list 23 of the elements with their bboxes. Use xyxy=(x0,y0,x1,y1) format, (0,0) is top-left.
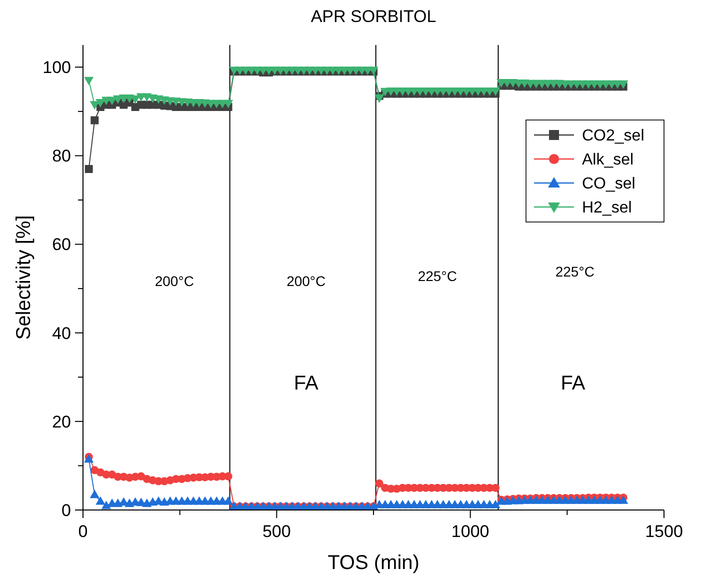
legend-label: Alk_sel xyxy=(582,152,634,169)
y-tick-label: 0 xyxy=(62,500,71,520)
annotation: FA xyxy=(560,372,586,395)
legend-label: CO_sel xyxy=(582,176,636,193)
annotation: 225°C xyxy=(555,264,594,280)
y-tick-label: 20 xyxy=(52,412,71,432)
x-tick-label: 1000 xyxy=(451,522,490,541)
x-axis-title: TOS (min) xyxy=(328,552,420,574)
annotation: 200°C xyxy=(154,272,194,289)
annotation: FA xyxy=(294,372,319,395)
legend-label: CO2_sel xyxy=(582,128,644,145)
y-tick-label: 40 xyxy=(52,324,71,343)
annotation: 225°C xyxy=(418,268,457,284)
chart-title: APR SORBITOL xyxy=(310,7,436,26)
legend-label: H2_sel xyxy=(582,200,632,217)
annotation: 200°C xyxy=(286,272,326,289)
x-tick-label: 500 xyxy=(262,522,291,541)
x-tick-label: 0 xyxy=(78,522,88,541)
y-tick-label: 60 xyxy=(52,235,71,254)
y-axis-title: Selectivity [%] xyxy=(13,215,35,340)
x-tick-label: 1500 xyxy=(645,522,683,541)
y-tick-label: 100 xyxy=(42,58,71,78)
y-tick-label: 80 xyxy=(52,146,71,166)
